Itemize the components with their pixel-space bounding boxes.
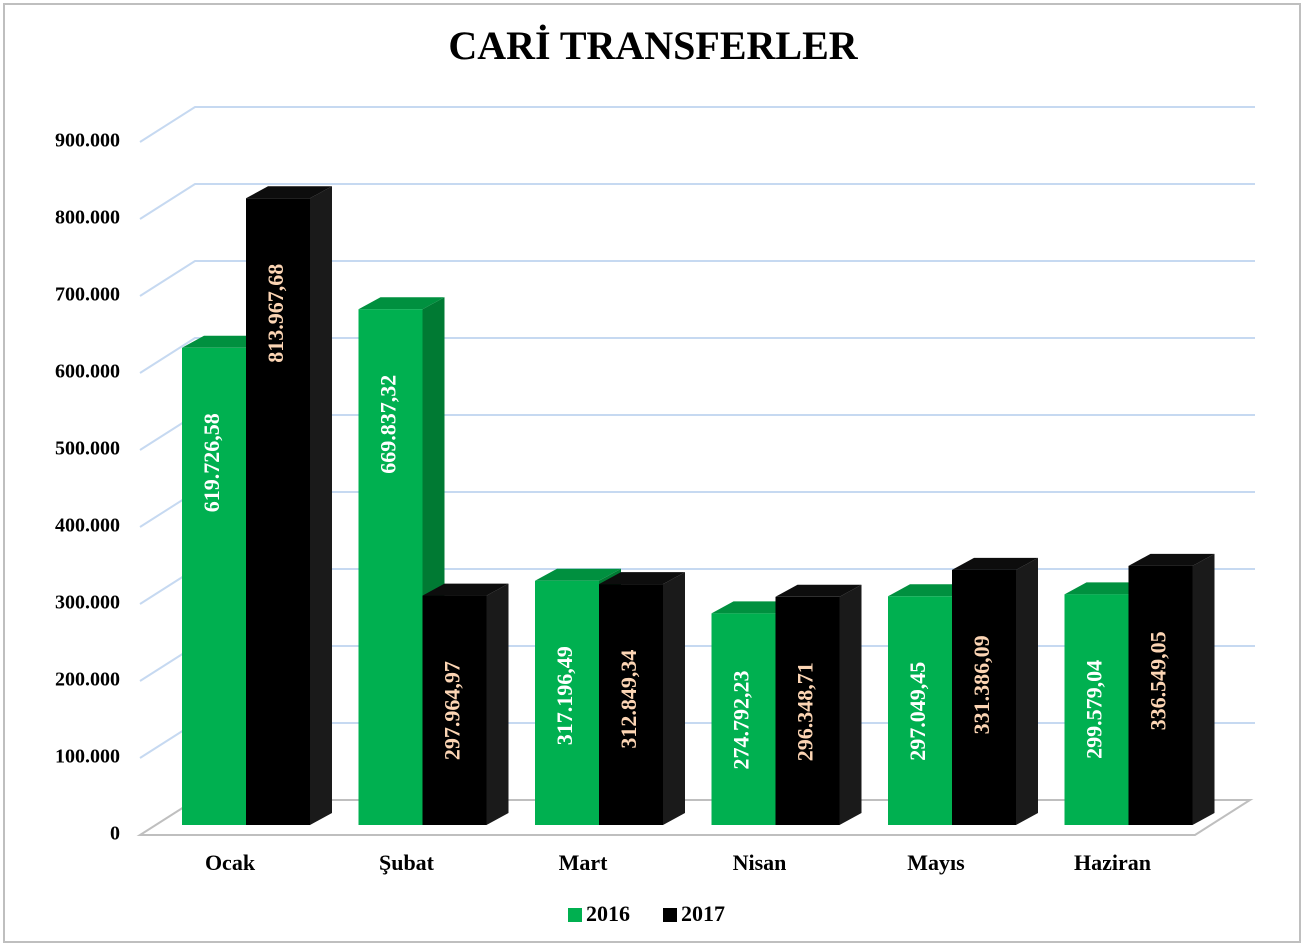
- grid-line: [139, 260, 1255, 297]
- legend-label: 2016: [586, 901, 630, 926]
- y-tick-label: 900.000: [55, 130, 120, 152]
- data-label: 669.837,32: [376, 375, 401, 474]
- y-tick-label: 0: [110, 823, 120, 845]
- data-label: 331.386,09: [969, 635, 994, 734]
- x-tick-label: Şubat: [379, 850, 435, 875]
- x-tick-label: Mart: [559, 850, 609, 875]
- y-tick-label: 500.000: [55, 438, 120, 460]
- bar-side: [310, 186, 332, 826]
- bar: [422, 595, 487, 825]
- grid-line: [139, 183, 1255, 220]
- y-tick-label: 200.000: [55, 669, 120, 691]
- bar-top: [775, 584, 862, 597]
- y-tick-label: 100.000: [55, 746, 120, 768]
- legend-swatch: [663, 908, 677, 922]
- bar-top: [246, 186, 332, 199]
- bar-top: [1128, 553, 1215, 566]
- data-label: 297.964,97: [440, 661, 465, 760]
- bar: [888, 596, 952, 825]
- bar-top: [599, 572, 685, 585]
- bar: [599, 584, 663, 825]
- legend-label: 2017: [681, 901, 725, 926]
- bar-side: [1016, 557, 1038, 825]
- grid-line: [139, 106, 1255, 143]
- bar-side: [486, 583, 509, 825]
- data-label: 296.348,71: [793, 662, 818, 761]
- bar: [952, 569, 1016, 825]
- y-tick-label: 300.000: [55, 592, 120, 614]
- data-label: 336.549,05: [1146, 631, 1171, 730]
- bar-top: [422, 583, 509, 596]
- y-tick-label: 400.000: [55, 515, 120, 537]
- data-label: 813.967,68: [263, 264, 288, 363]
- y-tick-label: 600.000: [55, 361, 120, 383]
- bar-top: [358, 297, 445, 310]
- data-label: 317.196,49: [552, 646, 577, 745]
- legend-swatch: [568, 908, 582, 922]
- data-label: 297.049,45: [905, 662, 930, 761]
- x-tick-label: Mayıs: [907, 850, 965, 875]
- bar: [1128, 565, 1193, 825]
- x-tick-label: Haziran: [1074, 850, 1151, 875]
- bar-side: [1192, 553, 1215, 825]
- bar: [711, 613, 776, 825]
- y-tick-label: 700.000: [55, 284, 120, 306]
- bar: [1064, 594, 1129, 825]
- bar: [182, 347, 246, 825]
- data-label: 274.792,23: [729, 671, 754, 770]
- bar-side: [839, 584, 862, 825]
- bar: [358, 309, 423, 826]
- bar: [535, 580, 599, 825]
- data-label: 312.849,34: [616, 650, 641, 749]
- bar: [246, 198, 310, 826]
- bar-top: [952, 557, 1038, 570]
- bar-top: [535, 568, 621, 581]
- y-tick-label: 800.000: [55, 207, 120, 229]
- grid-line: [139, 337, 1255, 374]
- bar: [775, 596, 840, 825]
- x-tick-label: Ocak: [205, 850, 256, 875]
- x-tick-label: Nisan: [733, 850, 787, 875]
- chart-title: CARİ TRANSFERLER: [448, 23, 858, 68]
- data-label: 619.726,58: [199, 413, 224, 512]
- bar-side: [663, 572, 685, 825]
- data-label: 299.579,04: [1082, 660, 1107, 759]
